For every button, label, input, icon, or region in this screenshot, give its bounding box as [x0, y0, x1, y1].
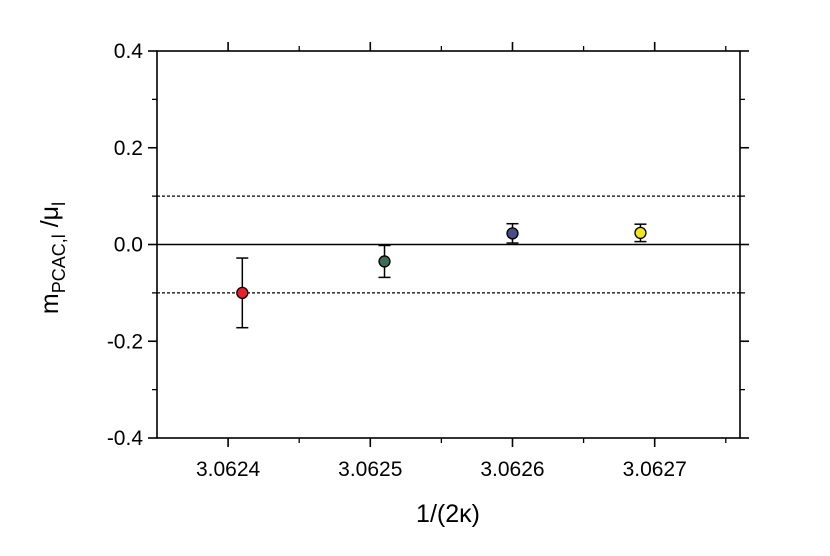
- data-point-1: [378, 244, 391, 279]
- y-axis-title: mPCAC,l /μl: [36, 202, 69, 314]
- y-axis-title-sub: PCAC,l: [49, 234, 69, 293]
- point-marker: [506, 227, 519, 240]
- x-tick-label: 3.0625: [338, 458, 402, 481]
- point-marker: [378, 255, 391, 268]
- y-tick-label: 0.4: [114, 40, 144, 63]
- y-axis-title-main2: μ: [36, 206, 64, 220]
- x-tick-label: 3.0626: [480, 458, 544, 481]
- x-tick-label: 3.0627: [623, 458, 687, 481]
- y-tick-label: -0.2: [107, 330, 143, 353]
- y-axis-title-main: m: [36, 293, 64, 314]
- svg-text:mPCAC,l /μl: mPCAC,l /μl: [36, 202, 69, 314]
- x-axis-title: 1/(2κ): [416, 500, 480, 528]
- point-marker: [634, 226, 647, 240]
- y-tick-label: 0.2: [114, 137, 143, 160]
- x-tick-label: 3.0624: [196, 458, 261, 481]
- data-point-3: [634, 223, 647, 243]
- y-tick-label: -0.4: [107, 427, 144, 450]
- data-point-0: [236, 257, 249, 329]
- point-marker: [236, 286, 249, 300]
- y-tick-label: 0.0: [114, 234, 143, 257]
- data-point-2: [506, 222, 519, 244]
- y-axis-title-sep: /: [36, 220, 64, 234]
- y-axis-title-sub2: l: [49, 202, 69, 206]
